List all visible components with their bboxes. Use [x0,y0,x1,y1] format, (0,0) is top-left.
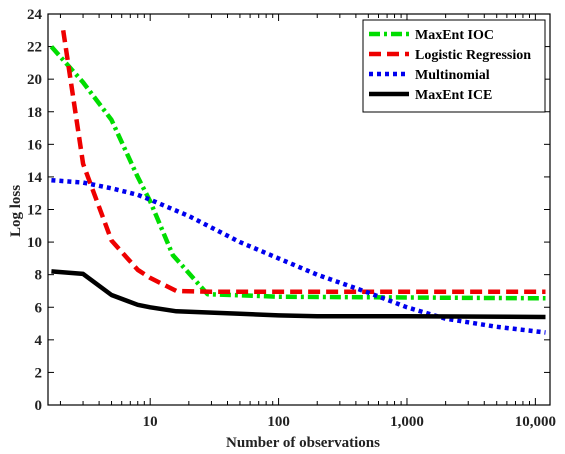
legend-label: MaxEnt ICE [415,88,492,103]
x-axis-title: Number of observations [226,435,380,451]
legend-label: Multinomial [415,68,490,83]
legend-label: MaxEnt IOC [415,28,494,43]
y-tick-label: 12 [27,203,42,219]
series-layer [49,29,546,335]
y-tick-label: 22 [27,40,42,56]
y-tick-label: 18 [27,105,42,121]
y-axis-title: Log loss [8,185,24,237]
y-tick-label: 24 [27,7,43,23]
y-tick-label: 4 [35,333,43,349]
x-tick-label: 10,000 [515,414,556,430]
series-line-maxent-ioc [49,45,546,301]
legend-label: Logistic Regression [415,48,531,63]
x-tick-label: 10 [143,414,158,430]
x-tick-label: 100 [267,414,290,430]
series-line-multinomial [51,177,546,335]
y-tick-label: 0 [35,398,43,414]
y-tick-label: 14 [27,170,43,186]
x-axis-ticks: 10 100 1,000 10,000 [59,14,556,430]
x-tick-label: 1,000 [390,414,424,430]
y-tick-label: 6 [35,300,43,316]
y-tick-label: 20 [27,72,42,88]
y-tick-label: 8 [35,268,43,284]
series-line-maxent-ice [51,269,546,320]
y-tick-label: 10 [27,235,42,251]
legend: MaxEnt IOC Logistic Regression Multinomial… [362,19,546,113]
y-tick-label: 16 [27,137,43,153]
y-tick-label: 2 [35,365,43,381]
